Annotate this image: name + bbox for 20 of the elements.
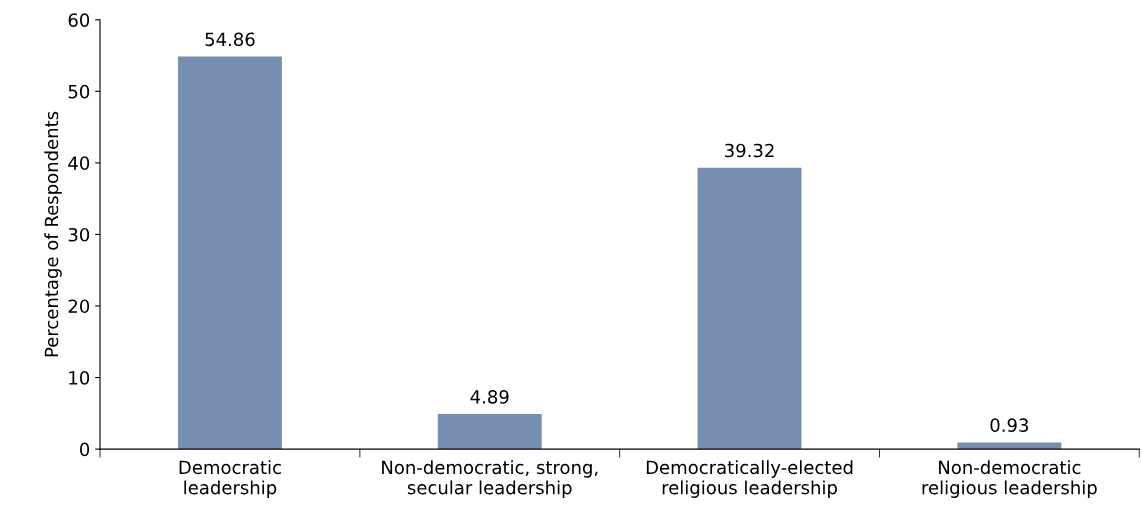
x-tick-label: Democratically-elected religious leadership <box>646 460 853 498</box>
y-tick-label: 40 <box>68 156 90 171</box>
bar <box>437 414 542 450</box>
y-tick-label: 50 <box>68 84 90 99</box>
bar <box>957 442 1062 450</box>
x-tick-label: Non-democratic religious leadership <box>922 460 1097 498</box>
data-label: 0.93 <box>990 418 1029 433</box>
y-tick-label: 0 <box>80 442 90 457</box>
data-label: 39.32 <box>725 143 774 158</box>
bar <box>697 167 802 450</box>
y-tick-label: 20 <box>68 299 90 314</box>
y-tick-label: 30 <box>68 227 90 242</box>
x-tick-label: Non-democratic, strong, secular leadership <box>382 460 598 498</box>
y-tick-label: 60 <box>68 13 90 27</box>
data-label: 54.86 <box>205 32 255 47</box>
x-tick-label: Democratic leadership <box>179 460 281 498</box>
y-tick-label: 10 <box>69 371 90 385</box>
y-axis-title: Percentage of Respondents <box>44 111 62 357</box>
bar <box>177 56 282 450</box>
data-label: 4.89 <box>470 390 509 404</box>
